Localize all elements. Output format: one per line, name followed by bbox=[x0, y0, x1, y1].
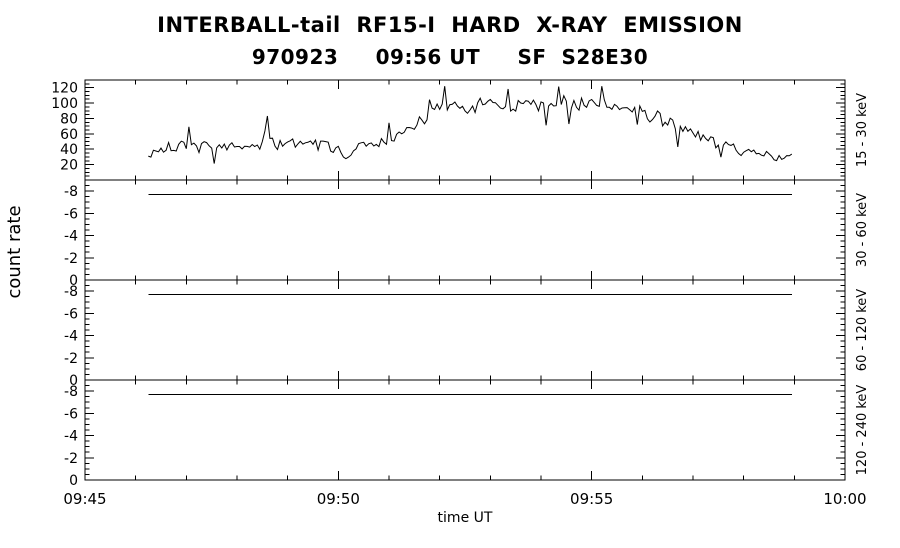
y-tick-label: -2 bbox=[64, 451, 78, 467]
y-tick-label: -4 bbox=[64, 429, 78, 445]
y-tick-label: -2 bbox=[64, 251, 78, 267]
y-tick-label: 0 bbox=[69, 373, 78, 389]
y-tick-label: 0 bbox=[69, 273, 78, 289]
band-label: 30 - 60 keV bbox=[855, 193, 870, 267]
x-tick-label: 10:00 bbox=[823, 490, 866, 508]
x-tick-label: 09:45 bbox=[63, 490, 106, 508]
x-axis-title: time UT bbox=[437, 510, 493, 526]
band-label: 120 - 240 keV bbox=[855, 385, 870, 476]
x-tick-label: 09:50 bbox=[317, 490, 360, 508]
panel-frame bbox=[84, 79, 846, 181]
y-tick-label: 60 bbox=[60, 127, 78, 143]
x-tick-label: 09:55 bbox=[570, 490, 613, 508]
y-tick-label: 40 bbox=[60, 142, 78, 158]
y-tick-label: -8 bbox=[64, 384, 78, 400]
y-tick-label: -6 bbox=[64, 206, 78, 222]
xray-count-rate-series bbox=[148, 86, 793, 164]
y-tick-label: 80 bbox=[60, 111, 78, 127]
y-tick-label: -8 bbox=[64, 184, 78, 200]
y-tick-label: 120 bbox=[51, 81, 78, 97]
y-tick-label: 0 bbox=[69, 473, 78, 489]
y-tick-label: -4 bbox=[64, 229, 78, 245]
y-tick-label: 100 bbox=[51, 96, 78, 112]
y-tick-label: -6 bbox=[64, 306, 78, 322]
y-tick-label: -6 bbox=[64, 406, 78, 422]
y-tick-label: -8 bbox=[64, 284, 78, 300]
y-tick-label: 20 bbox=[60, 158, 78, 174]
figure-title: INTERBALL-tail RF15-I HARD X-RAY EMISSIO… bbox=[157, 13, 743, 37]
band-label: 15 - 30 keV bbox=[855, 93, 870, 167]
y-tick-label: -4 bbox=[64, 329, 78, 345]
y-tick-label: -2 bbox=[64, 351, 78, 367]
figure-subtitle: 970923 09:56 UT SF S28E30 bbox=[251, 45, 649, 69]
band-label: 60 - 120 keV bbox=[855, 289, 870, 372]
